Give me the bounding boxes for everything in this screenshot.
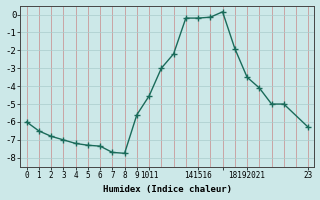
X-axis label: Humidex (Indice chaleur): Humidex (Indice chaleur) bbox=[103, 185, 232, 194]
